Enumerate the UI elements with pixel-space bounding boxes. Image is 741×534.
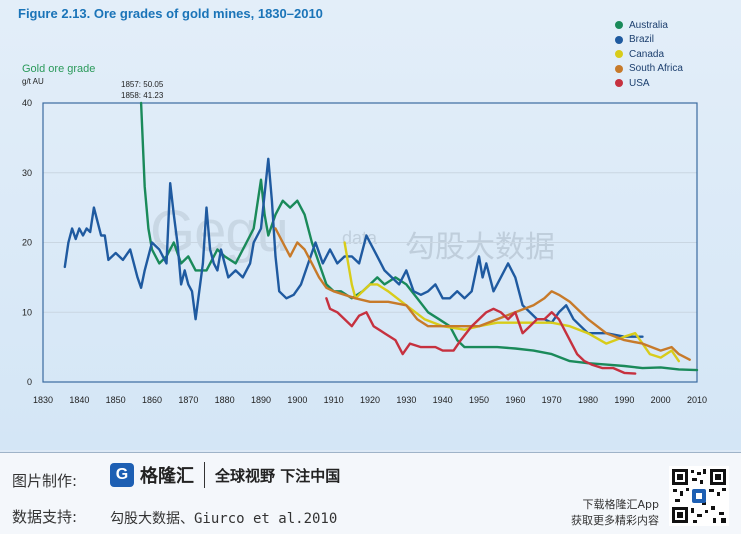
brand-name: 格隆汇 xyxy=(140,466,194,487)
x-tick-label: 1960 xyxy=(505,395,525,405)
series-line-brazil xyxy=(63,157,644,338)
x-tick-label: 2010 xyxy=(687,395,707,405)
brand-block: G 格隆汇 全球视野 下注中国 xyxy=(110,462,340,488)
x-tick-label: 1930 xyxy=(396,395,416,405)
brand-separator xyxy=(204,462,205,488)
x-tick-label: 1850 xyxy=(106,395,126,405)
figure-title: Figure 2.13. Ore grades of gold mines, 1… xyxy=(18,6,323,21)
legend-marker xyxy=(615,21,623,30)
legend-marker xyxy=(615,64,623,73)
x-tick-label: 2000 xyxy=(651,395,671,405)
made-by-label: 图片制作: xyxy=(12,472,78,490)
legend-label: Canada xyxy=(629,48,665,60)
x-tick-label: 1840 xyxy=(69,395,89,405)
x-tick-label: 1900 xyxy=(287,395,307,405)
y-axis-unit: g/t AU xyxy=(22,77,44,86)
legend-marker xyxy=(615,50,623,59)
x-tick-label: 1920 xyxy=(360,395,380,405)
chart-area: Gegu data 勾股大数据 0 10 20 30 40 1830 1840 1850 186… xyxy=(0,0,741,450)
y-axis-title: Gold ore grade xyxy=(22,63,96,75)
footer-divider xyxy=(0,452,741,453)
y-tick-label: 20 xyxy=(22,238,32,248)
x-tick-label: 1830 xyxy=(33,395,53,405)
x-tick-label: 1910 xyxy=(324,395,344,405)
series-line-usa xyxy=(325,297,637,375)
x-tick-label: 1890 xyxy=(251,395,271,405)
plot-frame xyxy=(42,102,698,383)
legend-item-australia: Australia xyxy=(615,18,683,33)
x-tick-label: 1860 xyxy=(142,395,162,405)
brand-slogan: 全球视野 下注中国 xyxy=(215,466,341,485)
brand-logo-icon: G xyxy=(110,463,134,487)
app-download-text: 下载格隆汇App xyxy=(582,498,660,511)
data-support-label: 数据支持: xyxy=(12,508,78,526)
legend-item-canada: Canada xyxy=(615,47,683,62)
x-tick-label: 1880 xyxy=(215,395,235,405)
app-promo-text: 获取更多精彩内容 xyxy=(571,514,659,527)
x-tick-label: 1940 xyxy=(433,395,453,405)
x-tick-label: 1980 xyxy=(578,395,598,405)
legend-item-brazil: Brazil xyxy=(615,33,683,48)
legend-marker xyxy=(615,79,623,88)
y-tick-label: 10 xyxy=(22,307,32,317)
y-tick-label: 30 xyxy=(22,168,32,178)
series-line-south-africa xyxy=(274,227,691,361)
data-source: 勾股大数据、Giurco et al.2010 xyxy=(110,511,338,527)
y-tick-label: 0 xyxy=(27,377,32,387)
series-line-australia xyxy=(139,101,699,372)
x-tick-label: 1950 xyxy=(469,395,489,405)
chart-legend: Australia Brazil Canada South Africa USA xyxy=(615,18,683,91)
legend-label: Brazil xyxy=(629,34,655,46)
series-line-canada xyxy=(343,241,680,363)
legend-label: Australia xyxy=(629,19,668,31)
x-tick-label: 1870 xyxy=(178,395,198,405)
x-tick-label: 1970 xyxy=(542,395,562,405)
legend-label: USA xyxy=(629,77,650,89)
legend-item-south-africa: South Africa xyxy=(615,62,683,77)
line-chart: 0 10 20 30 40 1830 1840 1850 1860 1870 1880 1890 190… xyxy=(22,98,707,405)
x-tick-label: 1990 xyxy=(614,395,634,405)
legend-item-usa: USA xyxy=(615,76,683,91)
legend-label: South Africa xyxy=(629,63,683,75)
legend-marker xyxy=(615,35,623,44)
annotation-1858: 1858: 41.23 xyxy=(121,91,164,100)
annotation-1857: 1857: 50.05 xyxy=(121,80,164,89)
qr-code-icon[interactable] xyxy=(669,466,729,526)
footer: 图片制作: G 格隆汇 全球视野 下注中国 数据支持: 勾股大数据、Giurco… xyxy=(0,452,741,534)
y-tick-label: 40 xyxy=(22,98,32,108)
